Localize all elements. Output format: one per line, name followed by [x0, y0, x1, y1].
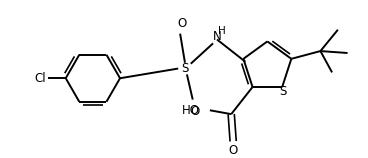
Text: HO: HO: [182, 104, 200, 117]
Text: Cl: Cl: [35, 72, 46, 85]
Text: O: O: [229, 143, 238, 157]
Text: O: O: [177, 18, 187, 30]
Text: H: H: [218, 26, 226, 36]
Text: S: S: [181, 62, 189, 75]
Text: O: O: [190, 105, 199, 118]
Text: S: S: [279, 85, 287, 98]
Text: N: N: [213, 30, 221, 43]
